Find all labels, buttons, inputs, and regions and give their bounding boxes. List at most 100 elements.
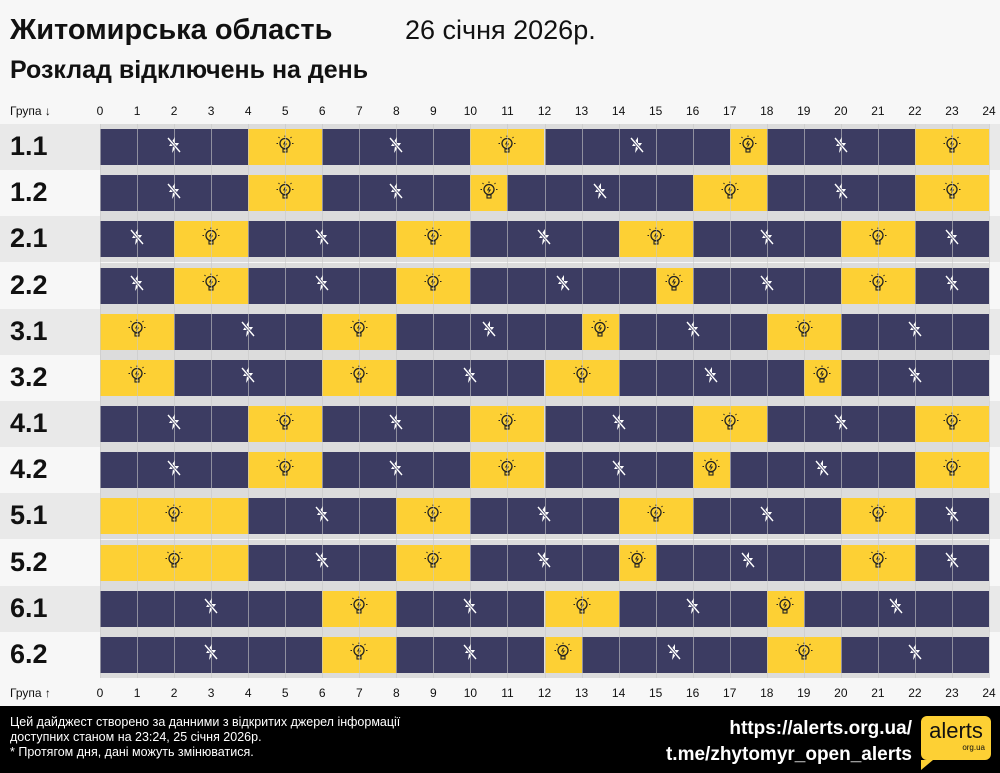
hour-tick: 5 xyxy=(281,104,289,118)
outage-segment xyxy=(470,544,619,581)
power-on-segment xyxy=(544,636,582,673)
group-row: 1.2 xyxy=(0,170,1000,217)
lightbulb-icon xyxy=(664,273,684,298)
power-off-icon xyxy=(703,366,719,389)
hour-tick: 16 xyxy=(685,686,700,700)
outage-segment xyxy=(914,544,989,581)
group-name: 3.2 xyxy=(10,361,48,392)
outage-segment xyxy=(692,221,841,258)
power-on-segment xyxy=(840,221,915,258)
group-name: 5.2 xyxy=(10,546,48,577)
lightbulb-icon xyxy=(812,365,832,390)
site-link[interactable]: https://alerts.org.ua/ xyxy=(729,718,912,739)
schedule-grid: 1.1 1.2 2.1 2.2 3.1 3.2 4.1 4.2 5.1 5.2 6.1 6.2 xyxy=(0,124,1000,678)
power-on-segment xyxy=(248,175,323,212)
outage-segment xyxy=(655,544,841,581)
hour-tick: 17 xyxy=(723,104,737,118)
power-on-segment xyxy=(396,267,471,304)
outage-segment xyxy=(470,498,619,535)
hour-tick: 1 xyxy=(133,686,141,700)
lightbulb-icon xyxy=(497,412,517,437)
hour-tick: 7 xyxy=(355,104,363,118)
logo-subtext: org.ua xyxy=(962,743,985,752)
hour-tick: 8 xyxy=(392,104,400,118)
group-name: 2.1 xyxy=(10,223,48,254)
group-name: 4.2 xyxy=(10,454,48,485)
power-off-icon xyxy=(759,228,775,251)
power-on-segment xyxy=(248,452,323,489)
lightbulb-icon xyxy=(627,550,647,575)
hour-gridline xyxy=(174,124,176,678)
hour-gridline xyxy=(211,124,213,678)
hour-gridline xyxy=(100,124,101,678)
page-subtitle: Розклад відключень на день xyxy=(10,56,369,84)
outage-segment xyxy=(914,267,989,304)
lightbulb-icon xyxy=(201,273,221,298)
hour-gridline xyxy=(322,124,324,678)
power-off-icon xyxy=(536,228,552,251)
hour-tick: 0 xyxy=(96,686,104,700)
power-on-segment xyxy=(692,452,730,489)
hour-gridline xyxy=(655,124,657,678)
hour-tick: 22 xyxy=(908,686,922,700)
group-row: 6.2 xyxy=(0,631,1000,678)
hour-axis-bottom: Група ↑ 0 1 2 3 4 5 6 7 8 9 10 11 12 13 14 15 16 17 18 19 20… xyxy=(0,683,1000,703)
hour-tick: 23 xyxy=(945,686,959,700)
power-on-segment xyxy=(692,406,767,443)
power-on-segment xyxy=(174,221,249,258)
power-on-segment xyxy=(618,221,693,258)
power-off-icon xyxy=(944,228,960,251)
schedule-date: 26 січня 2026р. xyxy=(405,15,596,45)
power-on-segment xyxy=(914,406,989,443)
group-row: 3.1 xyxy=(0,308,1000,355)
hour-axis-top: Група ↓ 0 1 2 3 4 5 6 7 8 9 10 11 12 13 14 15 16 17 18 19 20… xyxy=(0,101,1000,121)
power-on-segment xyxy=(470,175,508,212)
telegram-link[interactable]: t.me/zhytomyr_open_alerts xyxy=(665,744,912,765)
lightbulb-icon xyxy=(275,412,295,437)
lightbulb-icon xyxy=(646,227,666,252)
power-on-segment xyxy=(581,313,619,350)
group-row: 2.2 xyxy=(0,262,1000,309)
power-on-segment xyxy=(840,267,915,304)
outage-segment xyxy=(470,221,619,258)
group-row: 1.1 xyxy=(0,124,1000,170)
outage-segment xyxy=(914,498,989,535)
group-row: 4.2 xyxy=(0,447,1000,494)
outage-segment xyxy=(692,498,841,535)
hour-tick: 6 xyxy=(318,686,326,700)
power-on-segment xyxy=(914,452,989,489)
power-on-segment xyxy=(470,452,545,489)
outage-segment xyxy=(248,544,397,581)
hour-tick: 24 xyxy=(982,104,996,118)
outage-segment xyxy=(248,498,397,535)
hour-tick: 4 xyxy=(244,104,252,118)
hour-gridline xyxy=(137,124,139,678)
hour-gridline xyxy=(914,124,916,678)
group-name: 6.2 xyxy=(10,638,48,669)
power-off-icon xyxy=(314,551,330,574)
hour-gridline xyxy=(803,124,805,678)
hour-tick: 20 xyxy=(834,104,848,118)
hour-gridline xyxy=(285,124,287,678)
lightbulb-icon xyxy=(590,319,610,344)
hour-tick: 24 xyxy=(982,686,996,700)
lightbulb-icon xyxy=(275,181,295,206)
hour-tick: 18 xyxy=(760,686,774,700)
hour-gridline xyxy=(618,124,620,678)
alerts-logo: alerts org.ua xyxy=(921,716,991,770)
hour-gridline xyxy=(766,124,768,678)
power-on-segment xyxy=(470,129,545,165)
hour-tick: 8 xyxy=(392,686,400,700)
note-line: Цей дайджест створено за данними з відкр… xyxy=(10,715,401,729)
hour-tick: 13 xyxy=(574,104,589,118)
hour-tick: 5 xyxy=(281,686,289,700)
hour-tick: 19 xyxy=(797,104,811,118)
hour-tick: 11 xyxy=(501,686,514,700)
power-on-segment xyxy=(729,129,767,165)
power-off-icon xyxy=(888,597,904,620)
group-name: 2.2 xyxy=(10,269,48,300)
lightbulb-icon xyxy=(775,596,795,621)
hour-tick: 15 xyxy=(648,686,663,700)
group-name: 5.1 xyxy=(10,500,48,531)
power-on-segment xyxy=(174,267,249,304)
